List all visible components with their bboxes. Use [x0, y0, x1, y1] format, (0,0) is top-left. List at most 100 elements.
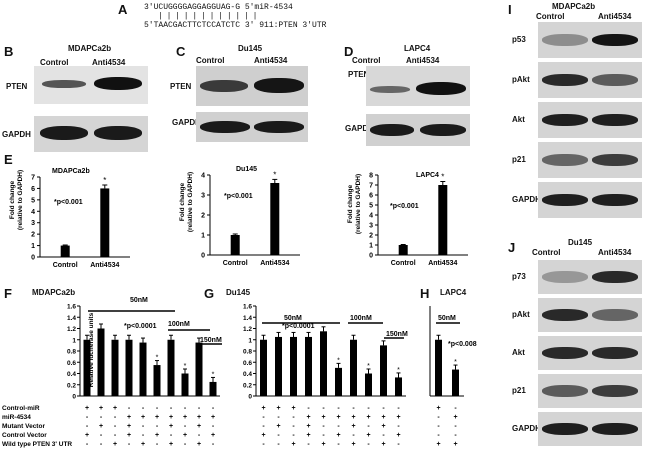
x-tick-label: Control [223, 260, 248, 267]
band [542, 114, 588, 126]
blot-j-blot-p73 [538, 260, 642, 294]
chart-e3-ylabel1: Fold change [347, 184, 354, 223]
blot-i-row-label: p21 [512, 155, 526, 164]
x-tick-label: Anti4534 [260, 260, 289, 267]
chart-f-sign: - [198, 405, 201, 412]
chart-g-sign: - [397, 423, 400, 430]
chart-h-sign: - [454, 405, 457, 412]
blot-d-gapdh [366, 114, 470, 146]
chart-g-bar [320, 331, 327, 396]
chart-f-y-tick-label: 1 [72, 337, 76, 344]
chart-g-sign: + [366, 432, 370, 439]
band [592, 309, 638, 321]
significance-star: * [103, 176, 106, 185]
chart-g-bar [395, 377, 402, 396]
chart-f-sign: - [86, 441, 89, 448]
chart-g-sign: - [277, 432, 280, 439]
chart-f-ylabel: Relative luciferase units [88, 312, 95, 387]
blot-j-blot-p21 [538, 374, 642, 408]
band [542, 74, 588, 86]
chart-f-sign: + [99, 423, 103, 430]
chart-e3: LAPC4 Fold change (relative to GAPDH) *p… [347, 172, 468, 267]
chart-f-sign: - [184, 405, 187, 412]
chart-e1-title: MDAPCa2b [52, 168, 90, 175]
chart-g-sign: - [262, 441, 265, 448]
chart-f-sign: - [142, 405, 145, 412]
chart-g-sign: - [397, 405, 400, 412]
chart-h-bar [452, 369, 459, 396]
chart-g-y-tick-label: 0.4 [243, 371, 252, 378]
blot-d-title: LAPC4 [404, 44, 431, 53]
significance-star: * [441, 173, 444, 182]
chart-g-star: * [337, 357, 340, 364]
chart-g-sign: - [277, 414, 280, 421]
blot-j-blot-akt [538, 336, 642, 370]
blot-b-row1-label: PTEN [6, 82, 28, 91]
chart-g-y-tick-label: 1.4 [243, 315, 252, 322]
chart-f-sign: - [128, 441, 131, 448]
chart-f-y-tick-label: 1.6 [67, 304, 76, 311]
blot-i-row-label: pAkt [512, 75, 530, 84]
chart-f-bar [195, 342, 203, 396]
chart-f-sign: + [141, 414, 145, 421]
band [542, 385, 588, 397]
chart-f-sign: - [198, 432, 201, 439]
chart-f-150: 150nM [200, 337, 222, 344]
significance-star: * [273, 170, 276, 179]
band [94, 126, 142, 140]
chart-g-pval: *p<0.0001 [282, 323, 315, 330]
chart-g-y-tick-label: 1.6 [243, 304, 252, 311]
chart-e2-title: Du145 [236, 166, 257, 173]
blot-d-row1-label: PTEN [348, 70, 370, 79]
y-tick-label: 7 [369, 183, 373, 190]
band [42, 80, 86, 88]
chart-g-sign: - [382, 432, 385, 439]
chart-f-star: * [184, 363, 187, 370]
chart-f-sign: - [212, 405, 215, 412]
chart-g-y-tick-label: 0 [248, 394, 252, 401]
blot-j-row-label: GAPDH [512, 424, 541, 433]
chart-f-sign: - [184, 423, 187, 430]
chart-g-bar [350, 339, 357, 396]
chart-g-sign: - [277, 441, 280, 448]
blot-j-blot-pakt [538, 298, 642, 332]
table-row-label: Control-miR [2, 405, 40, 412]
chart-e1-pval: *p<0.001 [54, 199, 83, 206]
chart-g-sign: + [321, 414, 325, 421]
panel-i-letter: I [508, 2, 512, 17]
blot-j-row-label: Akt [512, 348, 525, 357]
chart-f-sign: + [169, 441, 173, 448]
chart-g-sign: - [307, 405, 310, 412]
chart-f-sign: - [128, 405, 131, 412]
x-tick-label: Anti4534 [90, 262, 119, 269]
chart-f-sign: + [155, 432, 159, 439]
chart-g-sign: - [367, 405, 370, 412]
chart-g-sign: + [306, 432, 310, 439]
band [542, 271, 588, 283]
chart-g-bar [380, 345, 387, 396]
chart-f-bar [139, 342, 147, 396]
band [420, 124, 466, 136]
chart-f-bar [209, 381, 217, 396]
chart-f-bar [83, 339, 91, 396]
panel-h-letter: H [420, 286, 430, 301]
chart-f-sign: + [169, 414, 173, 421]
y-tick-label: 6 [31, 186, 35, 193]
y-tick-label: 6 [369, 193, 373, 200]
y-tick-label: 4 [201, 173, 205, 180]
chart-f-sign: + [127, 423, 131, 430]
chart-g-sign: + [351, 423, 355, 430]
y-tick-label: 0 [31, 255, 35, 262]
chart-g-sign: - [262, 423, 265, 430]
y-tick-label: 5 [369, 203, 373, 210]
band [370, 86, 410, 93]
chart-f-y-tick-label: 0.4 [67, 371, 76, 378]
chart-g-sign: + [321, 441, 325, 448]
chart-g-sign: + [291, 441, 295, 448]
blot-c-gapdh [196, 112, 308, 142]
band [542, 194, 588, 206]
chart-e2-ylabel2: (relative to GAPDH) [187, 172, 194, 232]
chart-g-sign: + [261, 432, 265, 439]
chart-g-star: * [397, 367, 400, 374]
chart-g-50: 50nM [284, 315, 302, 322]
